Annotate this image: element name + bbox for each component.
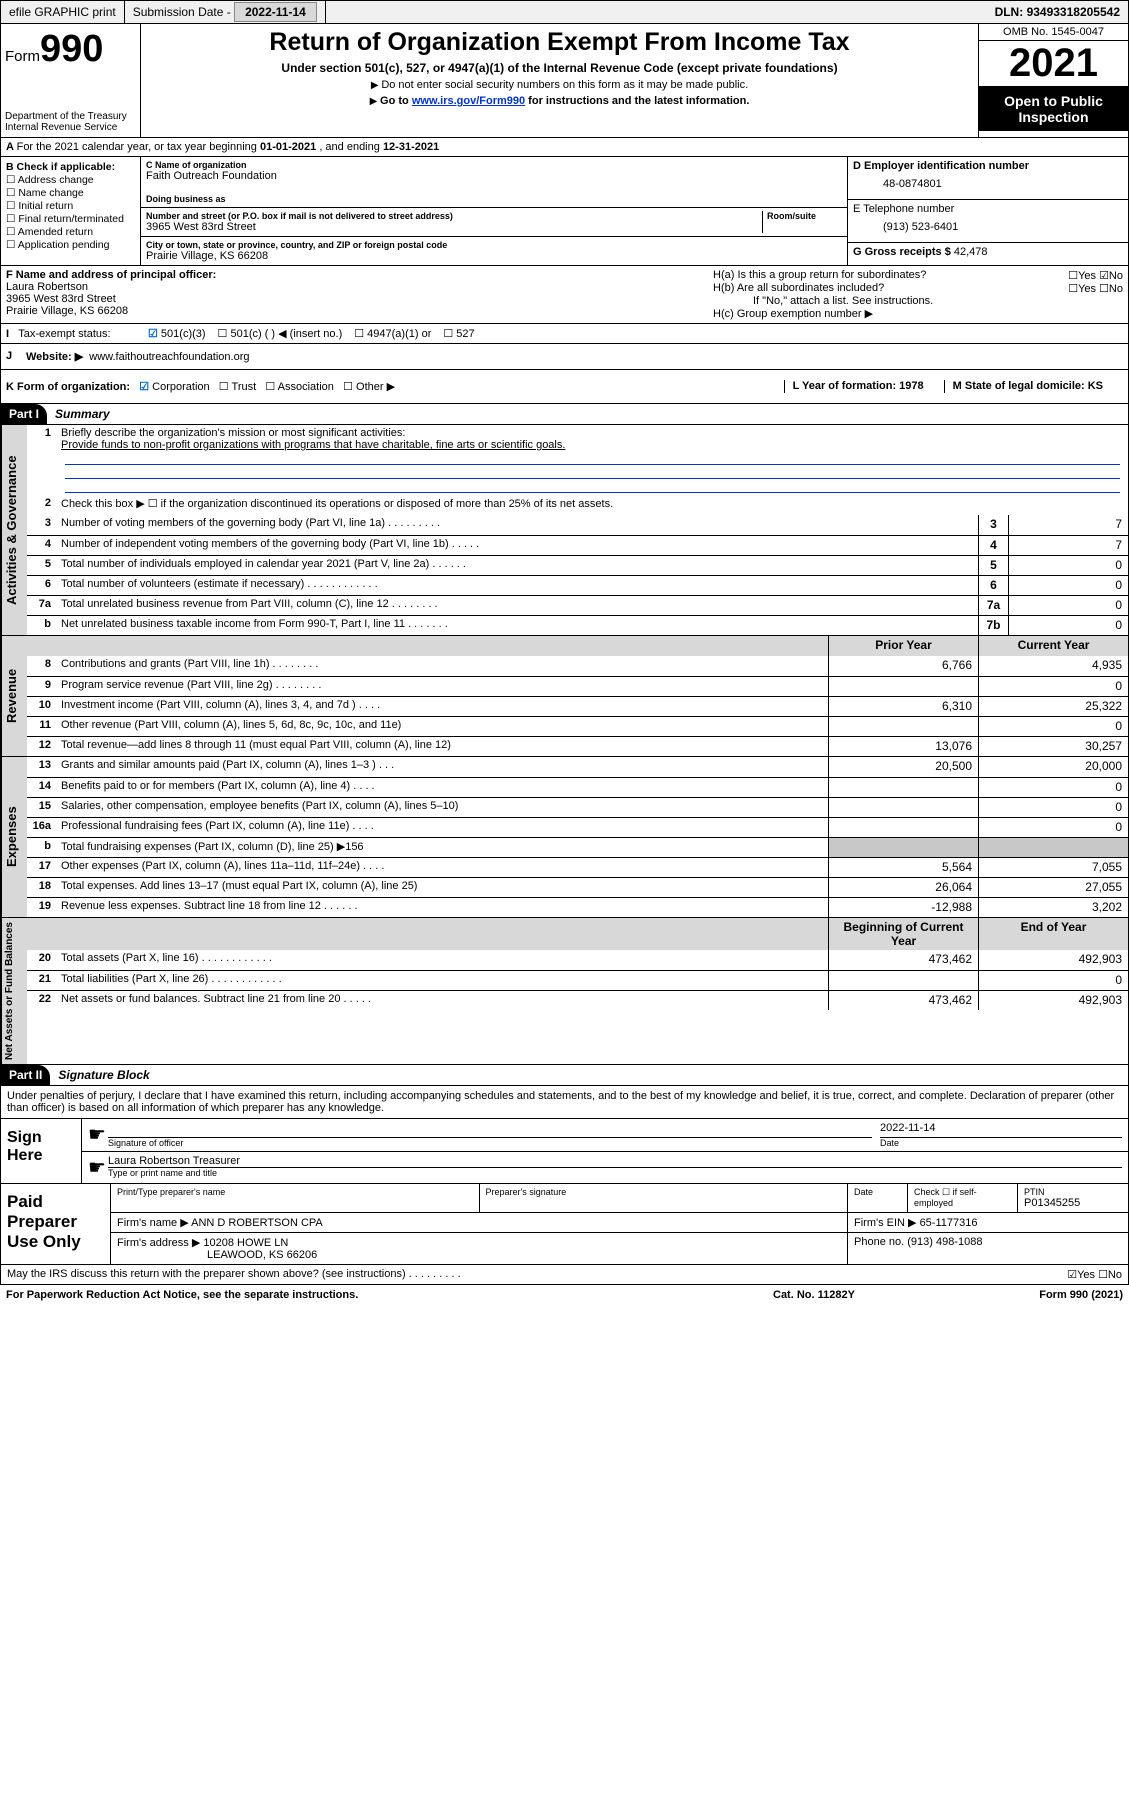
discuss-row: May the IRS discuss this return with the… (0, 1265, 1129, 1285)
form-title: Return of Organization Exempt From Incom… (147, 28, 972, 57)
col-c-org: C Name of organization Faith Outreach Fo… (141, 157, 848, 265)
col-b-checkboxes: B Check if applicable: Address change Na… (1, 157, 141, 265)
net-line-20: 20 Total assets (Part X, line 16) . . . … (27, 950, 1128, 970)
efile-label: efile GRAPHIC print (1, 1, 125, 23)
gov-line-5: 5 Total number of individuals employed i… (27, 555, 1128, 575)
row-bcd: B Check if applicable: Address change Na… (0, 157, 1129, 266)
section-revenue: Revenue Prior Year Current Year 8 Contri… (0, 636, 1129, 757)
dln-cell: DLN: 93493318205542 (987, 1, 1128, 23)
submission-date-button[interactable]: 2022-11-14 (234, 2, 317, 22)
gov-line-4: 4 Number of independent voting members o… (27, 535, 1128, 555)
header-left: Form990 Department of the Treasury Inter… (1, 24, 141, 137)
gov-line-7a: 7a Total unrelated business revenue from… (27, 595, 1128, 615)
chk-amended-return[interactable]: Amended return (6, 226, 135, 238)
gov-line-3: 3 Number of voting members of the govern… (27, 515, 1128, 535)
chk-name-change[interactable]: Name change (6, 187, 135, 199)
footer: For Paperwork Reduction Act Notice, see … (0, 1285, 1129, 1305)
row-i-tax-status: I Tax-exempt status: 501(c)(3) 501(c) ( … (0, 324, 1129, 344)
rev-line-11: 11 Other revenue (Part VIII, column (A),… (27, 716, 1128, 736)
chk-address-change[interactable]: Address change (6, 174, 135, 186)
irs-link[interactable]: www.irs.gov/Form990 (412, 95, 525, 107)
header-mid: Return of Organization Exempt From Incom… (141, 24, 978, 137)
exp-line-19: 19 Revenue less expenses. Subtract line … (27, 897, 1128, 917)
top-toolbar: efile GRAPHIC print Submission Date - 20… (0, 0, 1129, 24)
col-d-ein: D Employer identification number 48-0874… (848, 157, 1128, 265)
signature-block: Under penalties of perjury, I declare th… (0, 1086, 1129, 1184)
paid-preparer-block: Paid Preparer Use Only Print/Type prepar… (0, 1184, 1129, 1265)
ha-answer[interactable]: ☐Yes ☑No (1068, 269, 1123, 282)
part1-header: Part I Summary (0, 404, 1129, 425)
exp-line-14: 14 Benefits paid to or for members (Part… (27, 777, 1128, 797)
exp-line-b: b Total fundraising expenses (Part IX, c… (27, 837, 1128, 857)
exp-line-15: 15 Salaries, other compensation, employe… (27, 797, 1128, 817)
chk-501c3[interactable]: 501(c)(3) (148, 327, 206, 340)
exp-line-17: 17 Other expenses (Part IX, column (A), … (27, 857, 1128, 877)
discuss-answer[interactable]: ☑Yes ☐No (1067, 1268, 1122, 1281)
hb-answer[interactable]: ☐Yes ☐No (1068, 282, 1123, 295)
chk-trust[interactable]: Trust (219, 381, 256, 393)
chk-corporation[interactable]: Corporation (139, 381, 209, 393)
submission-cell: Submission Date - 2022-11-14 (125, 1, 326, 23)
section-governance: Activities & Governance 1 Briefly descri… (0, 425, 1129, 636)
rev-line-12: 12 Total revenue—add lines 8 through 11 … (27, 736, 1128, 756)
chk-final-return[interactable]: Final return/terminated (6, 213, 135, 225)
rev-line-8: 8 Contributions and grants (Part VIII, l… (27, 656, 1128, 676)
chk-application-pending[interactable]: Application pending (6, 239, 135, 251)
net-line-21: 21 Total liabilities (Part X, line 26) .… (27, 970, 1128, 990)
form-header: Form990 Department of the Treasury Inter… (0, 24, 1129, 138)
rev-line-10: 10 Investment income (Part VIII, column … (27, 696, 1128, 716)
exp-line-18: 18 Total expenses. Add lines 13–17 (must… (27, 877, 1128, 897)
net-line-22: 22 Net assets or fund balances. Subtract… (27, 990, 1128, 1010)
row-k-form-org: K Form of organization: Corporation Trus… (0, 370, 1129, 404)
exp-line-13: 13 Grants and similar amounts paid (Part… (27, 757, 1128, 777)
section-net-assets: Net Assets or Fund Balances Beginning of… (0, 918, 1129, 1065)
header-right: OMB No. 1545-0047 2021 Open to Public In… (978, 24, 1128, 137)
row-f-h: F Name and address of principal officer:… (0, 266, 1129, 324)
chk-501c[interactable]: 501(c) ( ) ◀ (insert no.) (218, 327, 343, 340)
row-j-website: J Website: ▶ www.faithoutreachfoundation… (0, 344, 1129, 370)
row-a-tax-year: A For the 2021 calendar year, or tax yea… (0, 138, 1129, 157)
exp-line-16a: 16a Professional fundraising fees (Part … (27, 817, 1128, 837)
part2-header: Part II Signature Block (0, 1065, 1129, 1086)
chk-other[interactable]: Other ▶ (343, 381, 395, 393)
gov-line-6: 6 Total number of volunteers (estimate i… (27, 575, 1128, 595)
rev-line-9: 9 Program service revenue (Part VIII, li… (27, 676, 1128, 696)
chk-initial-return[interactable]: Initial return (6, 200, 135, 212)
gov-line-b: b Net unrelated business taxable income … (27, 615, 1128, 635)
section-expenses: Expenses 13 Grants and similar amounts p… (0, 757, 1129, 918)
chk-association[interactable]: Association (265, 381, 334, 393)
chk-4947[interactable]: 4947(a)(1) or (354, 327, 431, 340)
chk-527[interactable]: 527 (443, 327, 474, 340)
